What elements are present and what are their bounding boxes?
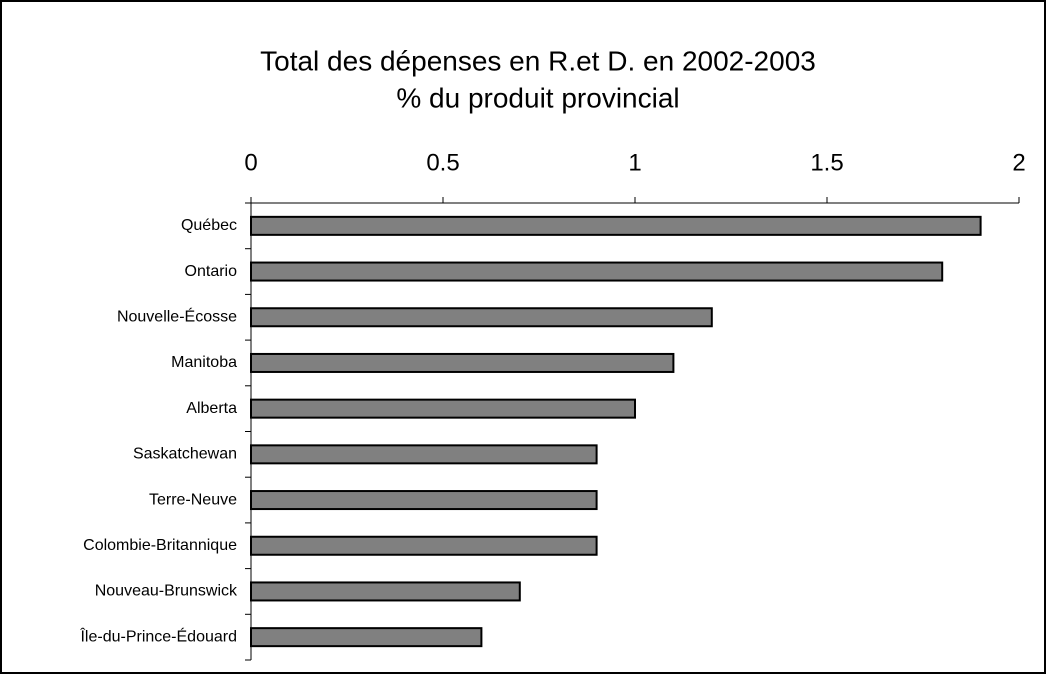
y-tick-label: Ontario [185,263,238,280]
x-tick-label: 0 [244,149,257,176]
y-tick-label: Colombie-Britannique [83,537,237,554]
bar [250,352,675,373]
bar [250,627,483,648]
y-tick-label: Québec [181,217,237,234]
y-tick-label: Terre-Neuve [149,491,237,508]
bar [250,535,598,556]
bar [250,490,598,511]
x-tick-label: 0.5 [426,149,459,176]
y-tick-label: Île-du-Prince-Édouard [79,626,237,645]
bar [250,581,521,602]
chart-title: Total des dépenses en R.et D. en 2002-20… [260,45,816,76]
bar [250,261,944,282]
y-tick-label: Nouveau-Brunswick [95,583,238,600]
x-tick-label: 2 [1012,149,1025,176]
y-tick-label: Alberta [186,400,237,417]
y-tick-label: Saskatchewan [133,446,237,463]
x-tick-label: 1 [628,149,641,176]
bar [250,444,598,465]
bar [250,215,982,236]
chart-subtitle: % du produit provincial [396,82,679,113]
y-tick-label: Manitoba [171,354,237,371]
x-tick-label: 1.5 [810,149,843,176]
y-tick-label: Nouvelle-Écosse [117,306,237,325]
bar [250,398,636,419]
bar [250,307,713,328]
